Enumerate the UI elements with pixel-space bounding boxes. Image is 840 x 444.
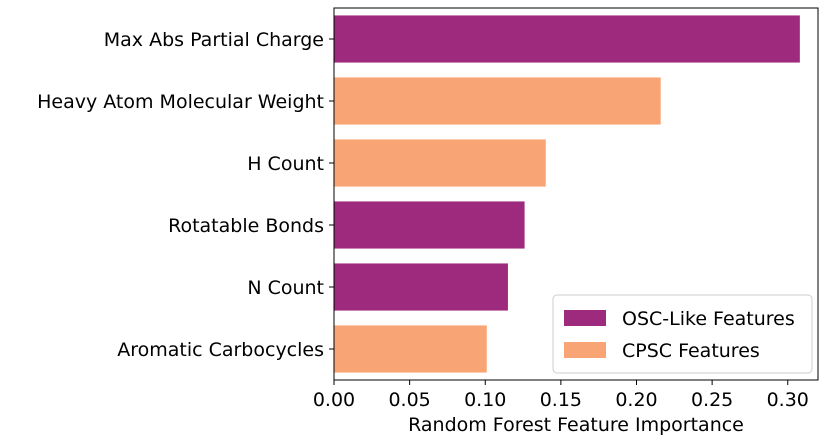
x-tick-label: 0.00 <box>313 389 355 411</box>
x-axis-label: Random Forest Feature Importance <box>408 414 744 436</box>
x-tick-label: 0.20 <box>615 389 657 411</box>
plot-frame <box>333 7 819 381</box>
x-tick-label: 0.25 <box>691 389 733 411</box>
y-tick-label: Max Abs Partial Charge <box>104 29 324 51</box>
x-tick-label: 0.30 <box>767 389 809 411</box>
legend: OSC-Like Features CPSC Features <box>552 294 813 374</box>
y-tick-label: H Count <box>247 153 324 175</box>
legend-box <box>552 294 813 374</box>
legend-label-osc: OSC-Like Features <box>622 308 795 330</box>
legend-label-cpsc: CPSC Features <box>622 340 760 362</box>
y-tick-label: Heavy Atom Molecular Weight <box>37 91 324 113</box>
bar-5 <box>334 325 487 373</box>
legend-swatch-cpsc <box>564 342 606 358</box>
bar-3 <box>334 201 525 249</box>
x-ticks: 0.00 0.05 0.10 0.15 0.20 0.25 0.30 <box>313 380 809 411</box>
legend-swatch-osc <box>564 310 606 326</box>
x-tick-label: 0.15 <box>540 389 582 411</box>
bars-layer <box>334 15 800 373</box>
x-tick-label: 0.10 <box>464 389 506 411</box>
bar-1 <box>334 77 661 125</box>
y-tick-labels: Max Abs Partial Charge Heavy Atom Molecul… <box>37 29 334 361</box>
bar-0 <box>334 15 800 63</box>
y-tick-label: Aromatic Carbocycles <box>117 339 324 361</box>
y-tick-label: Rotatable Bonds <box>168 215 324 237</box>
bar-2 <box>334 139 546 187</box>
y-tick-label: N Count <box>247 277 324 299</box>
bar-4 <box>334 263 508 311</box>
x-tick-label: 0.05 <box>388 389 430 411</box>
